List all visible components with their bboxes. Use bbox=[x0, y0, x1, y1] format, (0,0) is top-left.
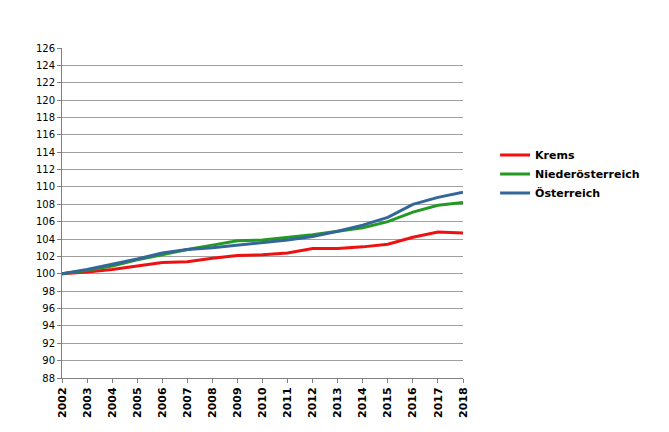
svg-text:2006: 2006 bbox=[156, 387, 169, 418]
svg-text:96: 96 bbox=[42, 303, 55, 314]
svg-text:Krems: Krems bbox=[535, 149, 575, 162]
svg-text:118: 118 bbox=[36, 112, 55, 123]
svg-text:Niederösterreich: Niederösterreich bbox=[535, 168, 639, 181]
svg-text:2015: 2015 bbox=[381, 387, 394, 418]
svg-text:104: 104 bbox=[36, 234, 55, 245]
svg-text:106: 106 bbox=[36, 216, 55, 227]
svg-text:88: 88 bbox=[42, 373, 55, 384]
svg-text:120: 120 bbox=[36, 95, 55, 106]
svg-text:2008: 2008 bbox=[206, 387, 219, 418]
svg-text:124: 124 bbox=[36, 60, 55, 71]
svg-text:114: 114 bbox=[36, 147, 55, 158]
svg-text:122: 122 bbox=[36, 77, 55, 88]
svg-text:2013: 2013 bbox=[331, 387, 344, 418]
svg-text:126: 126 bbox=[36, 43, 55, 54]
svg-text:92: 92 bbox=[42, 338, 55, 349]
svg-text:100: 100 bbox=[36, 268, 55, 279]
svg-text:2014: 2014 bbox=[356, 387, 369, 418]
svg-text:2002: 2002 bbox=[56, 387, 69, 418]
svg-text:102: 102 bbox=[36, 251, 55, 262]
svg-text:2010: 2010 bbox=[256, 387, 269, 418]
svg-text:2004: 2004 bbox=[106, 387, 119, 418]
svg-text:98: 98 bbox=[42, 286, 55, 297]
svg-text:2012: 2012 bbox=[306, 387, 319, 418]
svg-text:2003: 2003 bbox=[81, 387, 94, 418]
svg-text:2017: 2017 bbox=[432, 387, 445, 418]
svg-text:Österreich: Österreich bbox=[535, 186, 600, 200]
svg-text:2016: 2016 bbox=[406, 387, 419, 418]
svg-text:108: 108 bbox=[36, 199, 55, 210]
svg-text:2011: 2011 bbox=[281, 387, 294, 418]
svg-text:116: 116 bbox=[36, 129, 55, 140]
svg-text:2007: 2007 bbox=[181, 387, 194, 418]
svg-text:90: 90 bbox=[42, 355, 55, 366]
svg-text:94: 94 bbox=[42, 320, 55, 331]
svg-text:2009: 2009 bbox=[231, 387, 244, 418]
svg-text:2018: 2018 bbox=[457, 387, 470, 418]
svg-text:112: 112 bbox=[36, 164, 55, 175]
svg-text:2005: 2005 bbox=[131, 387, 144, 418]
svg-text:110: 110 bbox=[36, 181, 55, 192]
